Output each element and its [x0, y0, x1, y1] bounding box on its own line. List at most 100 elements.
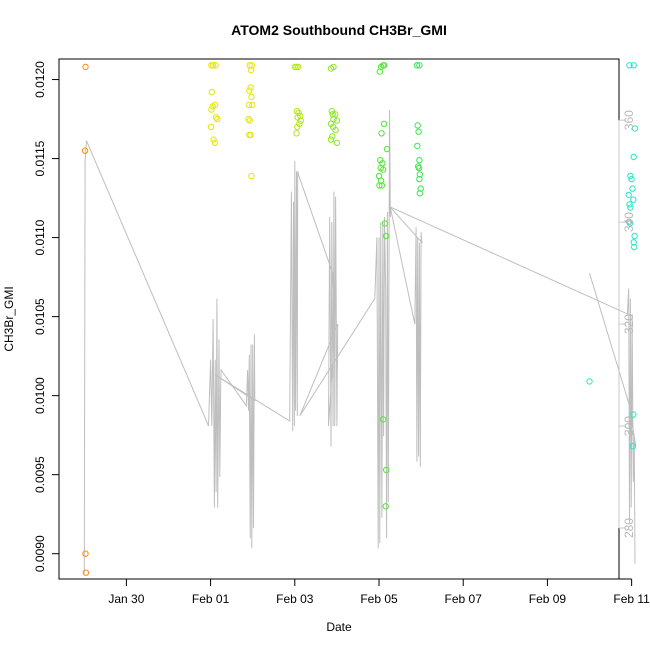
- data-point: [327, 120, 335, 128]
- data-point: [383, 232, 390, 240]
- data-point: [631, 125, 639, 132]
- data-point: [245, 115, 252, 123]
- y-tick-label: 0.0115: [33, 140, 47, 176]
- data-point: [416, 175, 423, 183]
- data-point: [630, 239, 637, 246]
- y-tick-label: 0.0100: [33, 377, 47, 414]
- data-point: [82, 63, 89, 71]
- data-point: [246, 87, 253, 94]
- data-point: [82, 569, 90, 576]
- data-point: [81, 147, 89, 154]
- y2-tick-label: 340: [622, 212, 636, 232]
- data-point: [247, 66, 255, 74]
- data-point: [249, 101, 256, 109]
- data-point: [329, 133, 336, 140]
- data-point: [209, 62, 217, 69]
- data-point: [626, 201, 633, 208]
- data-point: [330, 115, 337, 123]
- y-axis: 0.0090 0.0095 0.0100 0.0105 0.0110 0.0115 0.01…: [33, 61, 60, 572]
- altitude-line: [83, 109, 636, 574]
- data-point: [413, 62, 421, 69]
- data-point: [211, 139, 219, 147]
- data-point: [586, 378, 593, 385]
- y-tick-label: 0.0105: [33, 298, 47, 335]
- data-point: [214, 115, 221, 123]
- data-point: [82, 550, 89, 557]
- grey-line-layer: [83, 109, 637, 574]
- data-point: [293, 108, 301, 115]
- x-tick-label: Jan 30: [108, 592, 144, 606]
- data-point: [327, 136, 335, 143]
- data-point: [378, 182, 386, 189]
- y-axis-label: CH3Br_GMI: [2, 286, 16, 351]
- y-tick-label: 0.0120: [33, 61, 47, 98]
- x-axis: Jan 30 Feb 01 Feb 03 Feb 05 Feb 07 Feb 09 Feb …: [108, 578, 650, 606]
- data-point: [625, 191, 632, 199]
- data-point: [416, 157, 423, 164]
- y2-tick-label: 360: [622, 110, 636, 130]
- data-point: [296, 120, 303, 128]
- x-tick-label: Feb 05: [360, 592, 398, 606]
- data-point: [416, 190, 423, 197]
- data-point: [626, 62, 633, 69]
- data-point: [208, 89, 216, 96]
- data-point: [294, 123, 301, 131]
- data-point: [383, 145, 391, 153]
- data-point: [383, 466, 390, 474]
- data-point: [627, 172, 634, 180]
- data-point: [630, 196, 637, 203]
- data-point: [415, 164, 423, 172]
- data-point: [248, 93, 255, 101]
- x-tick-label: Feb 01: [192, 592, 230, 606]
- data-point: [414, 142, 421, 150]
- data-point: [245, 101, 253, 109]
- x-tick-label: Feb 03: [276, 592, 314, 606]
- data-point: [626, 220, 634, 227]
- data-point: [297, 117, 304, 124]
- data-point: [380, 62, 387, 69]
- x-tick-label: Feb 09: [529, 592, 567, 606]
- data-point: [293, 130, 300, 137]
- data-point: [630, 153, 637, 161]
- x-tick-label: Feb 11: [613, 592, 650, 606]
- data-point: [212, 62, 219, 69]
- data-point: [212, 101, 219, 109]
- data-point: [330, 63, 337, 71]
- data-point: [416, 62, 423, 69]
- x-axis-label: Date: [326, 620, 352, 634]
- data-point: [414, 122, 421, 129]
- data-point: [246, 117, 253, 124]
- data-point: [382, 503, 389, 510]
- data-point: [376, 182, 383, 189]
- y-tick-label: 0.0090: [33, 535, 47, 572]
- data-point: [416, 171, 423, 178]
- y2-tick-label: 320: [622, 314, 636, 334]
- data-point: [631, 243, 638, 251]
- data-point: [417, 185, 424, 192]
- data-point: [630, 62, 637, 69]
- data-point: [629, 443, 637, 450]
- altitude-line-segment: [589, 272, 637, 447]
- data-point: [207, 123, 215, 131]
- data-point: [629, 185, 636, 192]
- data-point: [415, 128, 422, 135]
- points-layer: [81, 62, 639, 576]
- data-point: [381, 220, 389, 227]
- data-point: [333, 139, 341, 147]
- data-point: [631, 232, 638, 240]
- x-tick-label: Feb 07: [445, 592, 483, 606]
- y-tick-label: 0.0095: [33, 456, 47, 493]
- data-point: [380, 166, 387, 173]
- data-point: [630, 411, 637, 418]
- data-point: [248, 172, 255, 180]
- y2-axis: 280 300 320 340 360: [618, 110, 636, 538]
- data-point: [333, 117, 341, 124]
- data-point: [212, 114, 220, 121]
- data-point: [247, 131, 254, 139]
- data-point: [380, 120, 388, 128]
- y2-tick-label: 280: [622, 518, 636, 538]
- plot-box: [58, 58, 620, 580]
- data-point: [295, 63, 302, 71]
- data-point: [332, 126, 339, 134]
